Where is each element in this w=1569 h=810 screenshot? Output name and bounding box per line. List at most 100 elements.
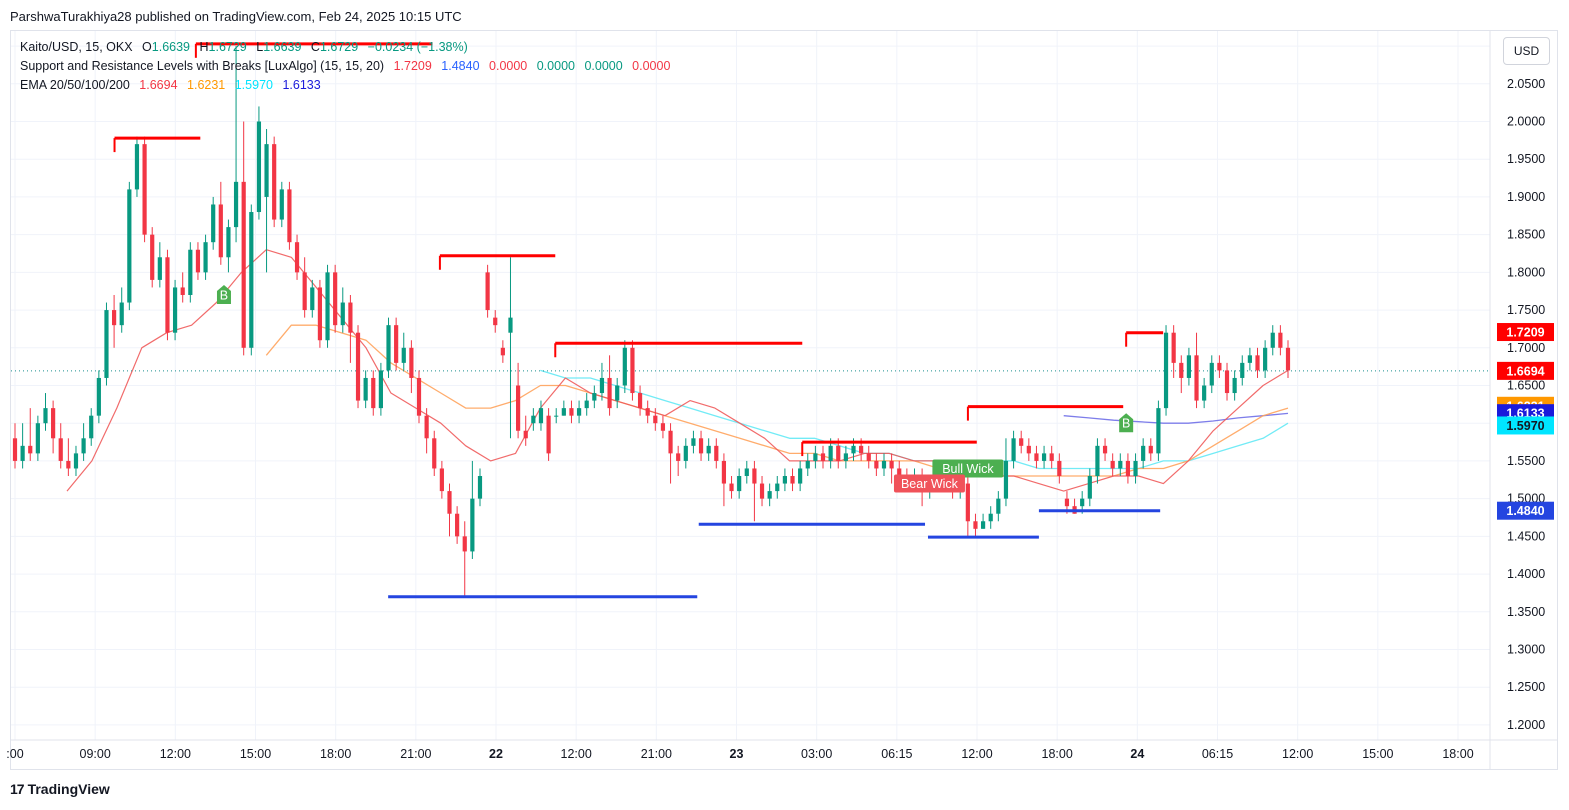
candle-body [477,476,483,499]
candle-body [81,438,86,454]
candle-body [592,393,597,401]
legend-ema-row[interactable]: EMA 20/50/100/200 1.6694 1.6231 1.5970 1… [20,76,670,95]
y-tick-label: 1.5500 [1507,454,1545,468]
candle-body [294,242,300,273]
candle-body [211,204,216,243]
candle-body [378,370,383,409]
candle-body [622,347,627,386]
candle-body [508,317,513,333]
candle-body [233,181,239,228]
ema-value: 1.6231 [187,78,226,92]
y-tick-label: 1.8500 [1507,228,1545,242]
candle-body [782,476,787,484]
chart-legend: Kaito/USD, 15, OKX O1.6639 H1.6729 L1.66… [20,38,670,95]
candle-body [424,415,429,439]
candle-body [546,415,551,454]
candle-body [615,385,620,401]
legend-symbol-row[interactable]: Kaito/USD, 15, OKX O1.6639 H1.6729 L1.66… [20,38,670,57]
candle-body [1087,476,1092,499]
candle-body [576,408,582,416]
candle-body [127,189,132,303]
candle-body [683,445,688,461]
sr-value: 0.0000 [489,59,528,73]
candle-body [1011,438,1016,461]
x-tick-label: 12:00 [961,747,992,761]
candle-body [1034,453,1039,461]
candle-body [859,445,864,454]
ohlc-change: −0.0234 (−1.38%) [367,40,468,54]
candle-body [264,144,269,197]
candle-body [58,438,63,461]
candle-body [714,445,719,461]
ema-value: 1.5970 [234,78,273,92]
y-tick-label: 1.4000 [1507,567,1545,581]
candle-body [1163,332,1169,409]
candle-body [355,332,361,401]
candle-body [195,249,201,273]
candle-body [455,513,460,537]
x-tick-label: 06:15 [881,747,912,761]
candle-body [165,257,170,333]
candle-body [1263,347,1268,371]
candle-body [493,317,498,326]
footer-brand[interactable]: 17 TradingView [10,781,110,797]
candles [12,46,1291,597]
candle-body [698,438,704,454]
candle-body [1041,453,1047,461]
candle-body [775,483,780,492]
candle-body [134,144,140,190]
bull-marker: Bull Wick [932,459,1004,478]
y-tick-label: 1.9000 [1507,190,1545,204]
brand-name: TradingView [27,781,110,797]
legend-sr-row[interactable]: Support and Resistance Levels with Break… [20,57,670,76]
candle-body [561,408,566,416]
candle-body [1278,332,1283,348]
candle-body [20,445,25,461]
price-label-box [1497,323,1554,342]
candle-body [630,347,635,394]
tradingview-logo-icon: 17 [10,781,25,797]
candle-body [111,310,117,326]
candle-body [287,189,292,243]
y-tick-label: 1.7000 [1507,341,1545,355]
y-tick-label: 1.2000 [1507,718,1545,732]
candle-body [874,460,879,469]
currency-button[interactable]: USD [1503,37,1550,65]
candle-body [226,227,231,258]
candle-body [1285,347,1291,371]
candle-body [660,423,666,431]
grid [11,31,1558,770]
candle-body [409,347,414,378]
candle-body [805,460,810,469]
candle-body [96,377,101,416]
candle-body [1217,362,1222,371]
price-label-text: 1.6694 [1506,364,1544,378]
candle-body [523,430,528,439]
candle-body [1080,498,1085,507]
x-tick-label: 24 [1130,747,1144,761]
candle-body [851,445,856,454]
ema-lines [11,249,1490,492]
sr-indicator-name: Support and Resistance Levels with Break… [20,59,385,73]
candle-body [790,476,795,484]
x-tick-label: 15:00 [240,747,271,761]
candle-body [1125,460,1131,477]
marker-text: Bear Wick [901,477,959,491]
candle-body [1171,332,1176,363]
x-tick-label: 18:00 [320,747,351,761]
candle-body [828,445,833,461]
price-label-box [1497,361,1554,380]
candle-body [988,513,993,522]
x-tick-label: 12:00 [1282,747,1313,761]
candle-body [721,460,727,484]
candle-body [470,498,475,552]
candle-body [416,377,422,416]
candle-body [363,377,368,401]
buy-marker: B [216,284,231,304]
candle-body [447,491,452,514]
x-tick-label: 18:00 [1042,747,1073,761]
candle-body [881,460,887,469]
x-tick-label: 22 [489,747,503,761]
candle-body [691,438,696,446]
